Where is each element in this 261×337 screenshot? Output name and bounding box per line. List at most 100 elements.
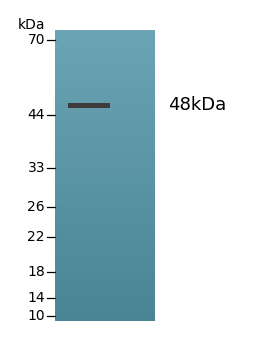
Bar: [55, 94, 155, 97]
Bar: [55, 117, 155, 120]
Bar: [55, 288, 155, 292]
Bar: [55, 195, 155, 199]
Bar: [55, 262, 155, 266]
Bar: [55, 62, 155, 65]
Bar: [55, 311, 155, 315]
Bar: [55, 152, 155, 155]
Bar: [55, 236, 155, 239]
Bar: [55, 114, 155, 118]
Bar: [55, 271, 155, 274]
Bar: [55, 245, 155, 248]
Bar: [55, 198, 155, 202]
Bar: [55, 105, 155, 109]
Bar: [55, 120, 155, 123]
Bar: [55, 39, 155, 42]
Bar: [55, 97, 155, 100]
Bar: [55, 221, 155, 225]
Bar: [55, 41, 155, 45]
Bar: [55, 201, 155, 205]
Text: 18: 18: [27, 265, 45, 279]
Bar: [55, 137, 155, 141]
Bar: [55, 294, 155, 297]
Bar: [55, 265, 155, 268]
Bar: [55, 291, 155, 295]
Bar: [55, 30, 155, 33]
Bar: [55, 73, 155, 77]
Bar: [55, 158, 155, 161]
Bar: [55, 259, 155, 263]
Bar: [55, 227, 155, 231]
Bar: [55, 213, 155, 216]
Bar: [55, 224, 155, 228]
Text: 70: 70: [27, 33, 45, 47]
Bar: [55, 102, 155, 106]
Bar: [55, 181, 155, 184]
Bar: [55, 308, 155, 312]
Bar: [55, 56, 155, 60]
Bar: [55, 250, 155, 254]
Bar: [55, 297, 155, 300]
Bar: [55, 91, 155, 94]
Bar: [55, 140, 155, 144]
Bar: [55, 242, 155, 245]
Bar: [55, 276, 155, 280]
Bar: [55, 247, 155, 251]
Bar: [68, 102, 110, 108]
Bar: [55, 155, 155, 158]
Bar: [55, 303, 155, 306]
Text: 10: 10: [27, 309, 45, 323]
Bar: [55, 178, 155, 181]
Bar: [55, 70, 155, 74]
Text: 14: 14: [27, 291, 45, 305]
Bar: [55, 216, 155, 219]
Bar: [55, 111, 155, 115]
Bar: [55, 146, 155, 149]
Bar: [55, 82, 155, 86]
Bar: [55, 65, 155, 68]
Bar: [55, 68, 155, 71]
Bar: [55, 282, 155, 286]
Bar: [55, 79, 155, 83]
Bar: [55, 85, 155, 89]
Bar: [55, 88, 155, 91]
Text: 33: 33: [27, 161, 45, 175]
Bar: [55, 192, 155, 196]
Bar: [55, 50, 155, 54]
Bar: [55, 36, 155, 39]
Bar: [55, 175, 155, 178]
Bar: [55, 279, 155, 283]
Bar: [55, 256, 155, 259]
Bar: [55, 233, 155, 236]
Bar: [55, 134, 155, 138]
Text: 48kDa: 48kDa: [168, 96, 226, 114]
Bar: [55, 160, 155, 164]
Bar: [55, 163, 155, 167]
Bar: [55, 274, 155, 277]
Bar: [55, 239, 155, 242]
Bar: [55, 306, 155, 309]
Bar: [55, 207, 155, 210]
Bar: [55, 59, 155, 62]
Bar: [55, 268, 155, 271]
Bar: [55, 48, 155, 51]
Bar: [55, 76, 155, 80]
Bar: [55, 218, 155, 222]
Bar: [55, 126, 155, 129]
Bar: [55, 108, 155, 112]
Bar: [55, 184, 155, 187]
Text: 44: 44: [27, 108, 45, 122]
Bar: [55, 143, 155, 147]
Bar: [55, 166, 155, 170]
Bar: [55, 129, 155, 132]
Bar: [55, 44, 155, 48]
Bar: [55, 317, 155, 320]
Bar: [55, 123, 155, 126]
Text: 22: 22: [27, 230, 45, 244]
Bar: [55, 172, 155, 176]
Bar: [55, 33, 155, 36]
Bar: [55, 100, 155, 103]
Text: kDa: kDa: [17, 18, 45, 32]
Bar: [55, 230, 155, 234]
Bar: [55, 204, 155, 207]
Bar: [55, 210, 155, 213]
